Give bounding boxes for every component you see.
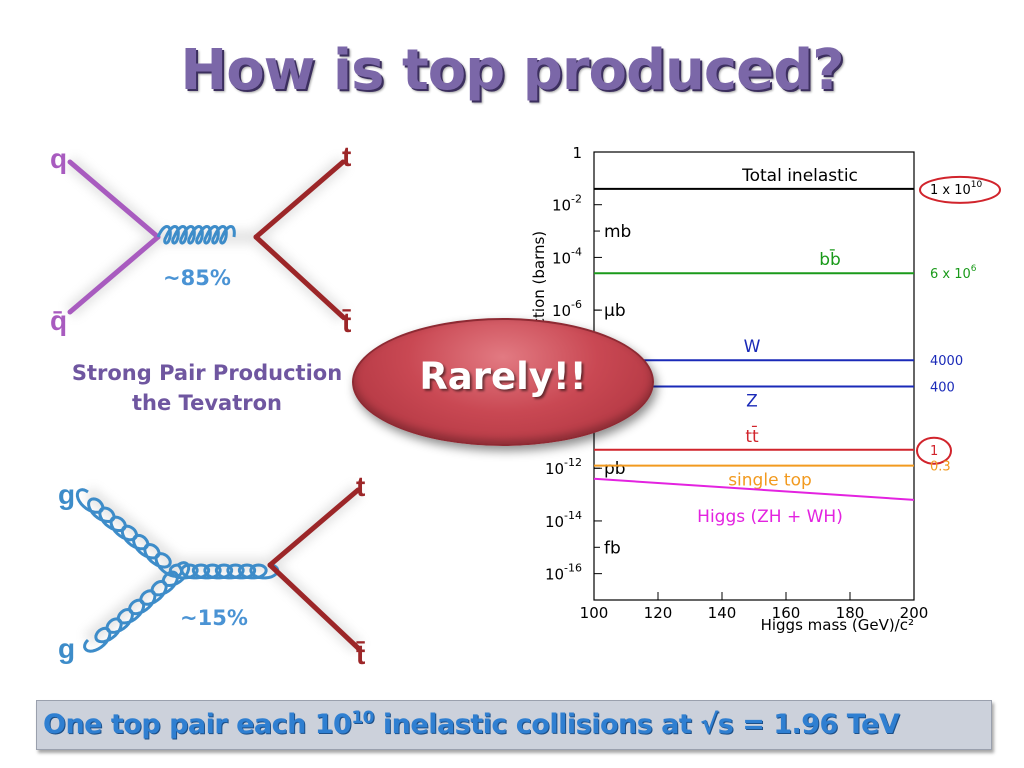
label-g-bottom: g <box>58 633 75 664</box>
x-tick-label-2: 140 <box>708 604 737 622</box>
series-label-total-inelastic: Total inelastic <box>741 166 858 186</box>
rarely-callout: Rarely!! <box>352 318 654 446</box>
y-tick-exp-2: -4 <box>571 245 582 258</box>
page-title: How is top produced? <box>180 38 844 103</box>
series-line-higgs <box>593 477 915 501</box>
series-value-exp-total-inelastic: 10 <box>971 180 983 190</box>
summary-part-2: inelastic collisions at √s = 1.96 TeV <box>374 709 900 740</box>
series-label-single-top: single top <box>728 471 812 491</box>
x-tick-label-1: 120 <box>644 604 673 622</box>
summary-exponent: 10 <box>351 708 374 728</box>
series-value-total-inelastic: 1 x 1010 <box>930 180 983 198</box>
label-t-top: t <box>356 471 365 502</box>
gluon-propagator <box>168 563 280 580</box>
label-tbar: t̄ <box>342 307 352 338</box>
top-line-out-bottom <box>253 234 346 320</box>
x-tick-label-0: 100 <box>580 604 609 622</box>
y-tick-label-2: 10-4 <box>552 245 582 267</box>
y-tick-exp-6: -16 <box>564 562 582 575</box>
y-tick-label-3: 10-6 <box>552 298 582 320</box>
unit-label-2: pb <box>604 459 626 479</box>
gluon-propagator <box>156 225 236 245</box>
series-value-z: 400 <box>930 381 955 396</box>
y-tick-exp-1: -2 <box>571 193 582 206</box>
feynman-diagram-qq: q q̄ t t̄ <box>50 141 352 338</box>
series-value-single-top: 0.3 <box>930 460 951 475</box>
summary-part-1: One top pair each 10 <box>43 709 352 740</box>
y-tick-exp-4: -12 <box>564 456 582 469</box>
series-value-bb: 6 x 106 <box>930 264 977 282</box>
unit-label-0: mb <box>604 222 631 242</box>
series-label-bb: bb̄ <box>819 248 841 270</box>
percent-gg: ~15% <box>180 606 248 630</box>
label-tbar: t̄ <box>356 639 366 670</box>
quark-line-in-bottom <box>67 234 161 315</box>
top-line-out-bottom <box>267 562 361 651</box>
y-tick-exp-3: -6 <box>571 298 582 311</box>
series-label-w: W <box>744 337 761 357</box>
percent-qq: ~85% <box>163 266 231 290</box>
y-tick-label-5: 10-14 <box>545 509 582 531</box>
top-line-out-top <box>267 487 361 568</box>
label-t-top: t <box>342 141 351 172</box>
label-g-top: g <box>58 479 75 510</box>
caption-line-1: Strong Pair Production <box>71 361 343 385</box>
y-tick-label-0: 1 <box>572 144 582 162</box>
highlight-circle-total-inelastic <box>919 175 1001 204</box>
gluon-line-in-bottom <box>83 561 191 653</box>
summary-box: One top pair each 1010 inelastic collisi… <box>36 700 992 750</box>
series-value-tt: 1 <box>930 444 938 459</box>
unit-label-3: fb <box>604 538 621 558</box>
series-value-exp-bb: 6 <box>971 264 977 274</box>
x-tick-label-3: 160 <box>772 604 801 622</box>
quark-line-in-top <box>67 159 161 240</box>
gluon-line-in-top <box>75 488 184 578</box>
y-tick-label-1: 10-2 <box>552 193 582 215</box>
label-qbar: q̄ <box>50 305 67 336</box>
series-label-z: Z <box>746 392 758 412</box>
y-tick-exp-5: -14 <box>564 509 582 522</box>
y-tick-label-4: 10-12 <box>545 456 582 478</box>
highlight-circle-tt <box>916 436 952 465</box>
rarely-label: Rarely!! <box>419 354 587 398</box>
y-tick-label-6: 10-16 <box>545 562 582 584</box>
label-q: q <box>50 143 67 174</box>
x-axis-label: Higgs mass (GeV)/c² <box>761 616 914 634</box>
caption: Strong Pair Production the Tevatron <box>52 358 362 418</box>
feynman-diagram-gg: g g t t̄ <box>58 471 366 670</box>
x-tick-label-5: 200 <box>900 604 929 622</box>
x-tick-label-4: 180 <box>836 604 865 622</box>
caption-line-2: the Tevatron <box>132 391 282 415</box>
series-label-tt: tt̄ <box>745 425 759 447</box>
series-value-w: 4000 <box>930 354 963 369</box>
summary-text: One top pair each 1010 inelastic collisi… <box>43 708 900 740</box>
series-label-higgs: Higgs (ZH + WH) <box>697 507 843 527</box>
top-line-out-top <box>253 159 346 240</box>
unit-label-1: μb <box>604 301 626 321</box>
